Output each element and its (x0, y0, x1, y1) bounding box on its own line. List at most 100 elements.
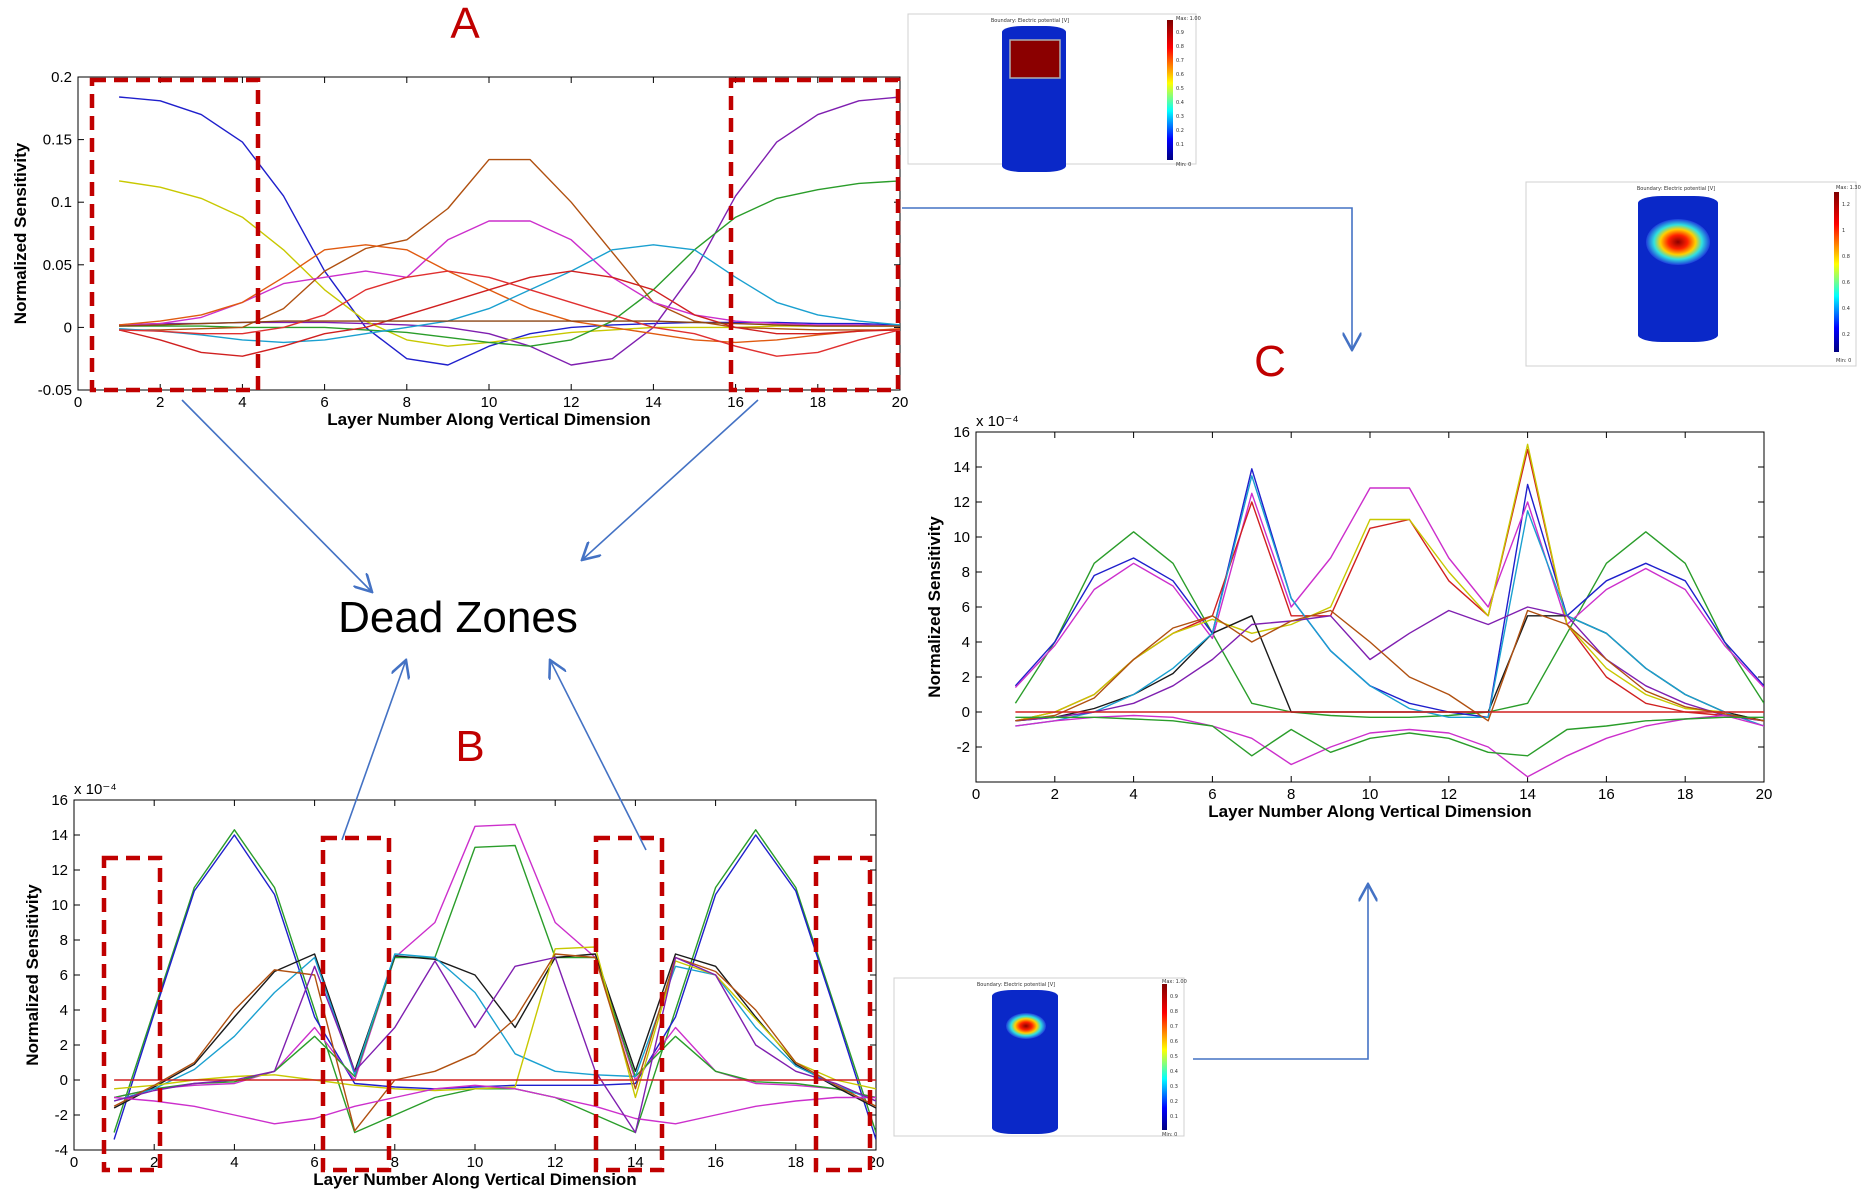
colorbar-tick: 0.2 (1842, 332, 1850, 338)
y-tick-label: 10 (953, 529, 970, 546)
series-line-2 (1014, 468, 1764, 718)
panel-label-c: C (1254, 337, 1286, 386)
arrow-b-to-dead-zones-left (341, 660, 406, 841)
x-tick-label: 18 (1677, 786, 1694, 803)
y-tick-label: 12 (51, 862, 68, 879)
x-tick-label: 0 (70, 1154, 78, 1171)
thumbnail-title: Boundary: Electric potential [V] (977, 982, 1055, 988)
dead-zones-label: Dead Zones (338, 593, 578, 642)
y-tick-label: 14 (953, 459, 970, 476)
colorbar (1162, 984, 1167, 1130)
x-tick-label: 2 (1051, 786, 1059, 803)
colorbar-max-label: Max: 1.00 (1162, 979, 1187, 985)
series-line-5 (113, 953, 876, 1109)
series-group (118, 96, 900, 366)
colorbar-tick: 0.2 (1176, 128, 1184, 134)
x-axis-label: Layer Number Along Vertical Dimension (1208, 802, 1531, 821)
colorbar-ticks: 0.9 0.8 0.7 0.6 0.5 0.4 0.3 0.2 0.1 (1170, 994, 1178, 1120)
arrows (181, 207, 1368, 1060)
arrow-b-to-dead-zones-right (550, 660, 647, 851)
x-tick-label: 4 (1129, 786, 1137, 803)
x-tick-label: 6 (1208, 786, 1216, 803)
y-tick-label: 0.15 (43, 132, 72, 149)
colorbar-tick: 1 (1842, 228, 1845, 234)
y-tick-label: 4 (60, 1002, 68, 1019)
y-tick-label: 12 (953, 494, 970, 511)
y-tick-label: 14 (51, 827, 68, 844)
dead-zone-box-b-2 (320, 835, 392, 1173)
arrow-a-left-to-dead-zones (181, 399, 372, 592)
colorbar-min-label: Min: 0 (1176, 162, 1191, 168)
x-tick-label: 16 (1598, 786, 1615, 803)
y-exponent-label: x 10⁻⁴ (74, 781, 117, 798)
series-line-3 (113, 823, 876, 1099)
series-line-8 (113, 953, 876, 1132)
series-group (113, 823, 876, 1140)
series-line-3 (118, 180, 900, 347)
hotspot-oval (1006, 1013, 1046, 1039)
x-tick-label: 20 (1756, 786, 1773, 803)
colorbar-tick: 0.5 (1176, 86, 1184, 92)
colorbar-tick: 0.7 (1176, 58, 1184, 64)
colorbar-tick: 0.3 (1170, 1084, 1178, 1090)
colorbar-max-label: Max: 1.30 (1836, 185, 1861, 191)
colorbar-tick: 0.4 (1842, 306, 1850, 312)
y-tick-label: 0 (64, 319, 72, 336)
series-line-8 (119, 244, 900, 344)
series-line-4 (119, 180, 900, 347)
series-line-1 (113, 829, 876, 1134)
y-axis-label: Normalized Sensitivity (925, 516, 944, 698)
x-tick-label: 6 (320, 394, 328, 411)
series-line-11 (1015, 716, 1764, 757)
x-tick-label: 18 (787, 1154, 804, 1171)
y-tick-label: -4 (55, 1142, 68, 1159)
series-line-10 (1015, 714, 1764, 778)
thumbnail-title: Boundary: Electric potential [V] (1637, 186, 1715, 192)
colorbar-ticks: 0.9 0.8 0.7 0.6 0.5 0.4 0.3 0.2 0.1 (1176, 30, 1184, 148)
series-group (1014, 443, 1764, 778)
thumbnail-bottom: Boundary: Electric potential [V] Max: 1.… (893, 977, 1187, 1138)
y-tick-label: -0.05 (38, 382, 72, 399)
colorbar-min-label: Min: 0 (1162, 1132, 1177, 1138)
y-tick-label: 8 (962, 564, 970, 581)
plot-area (77, 76, 901, 391)
thumbnail-top: Boundary: Electric potential [V] Max: 1.… (907, 13, 1201, 172)
x-tick-label: 18 (809, 394, 826, 411)
plot-area (975, 431, 1765, 783)
colorbar-min-label: Min: 0 (1836, 358, 1851, 364)
x-tick-label: 2 (150, 1154, 158, 1171)
x-tick-label: 20 (892, 394, 909, 411)
x-tick-label: 14 (1519, 786, 1536, 803)
x-tick-label: 8 (391, 1154, 399, 1171)
series-line-9 (1015, 609, 1764, 722)
series-line-8 (1015, 606, 1764, 722)
x-tick-label: 12 (563, 394, 580, 411)
series-line-9 (114, 1084, 876, 1125)
colorbar-tick: 0.1 (1170, 1114, 1178, 1120)
dead-zone-box-b-1 (101, 855, 163, 1173)
y-tick-label: 16 (51, 792, 68, 809)
arrow-a-right-to-dead-zones (582, 399, 759, 560)
thumbnail-right: Boundary: Electric potential [V] Max: 1.… (1525, 181, 1861, 367)
cylinder-body (1638, 196, 1718, 342)
colorbar-tick: 0.2 (1170, 1099, 1178, 1105)
series-line-7 (1015, 475, 1764, 727)
colorbar-tick: 0.4 (1170, 1069, 1178, 1075)
y-tick-label: 2 (60, 1037, 68, 1054)
y-tick-label: 2 (962, 669, 970, 686)
colorbar-tick: 0.5 (1170, 1054, 1178, 1060)
hotspot-square (1009, 39, 1061, 79)
y-axis-label: Normalized Sensitivity (23, 884, 42, 1066)
x-tick-label: 4 (230, 1154, 238, 1171)
dead-zone-boxes (89, 77, 901, 1173)
panel-label-a: A (450, 0, 480, 48)
y-tick-label: 0.2 (51, 69, 72, 86)
x-tick-label: 12 (547, 1154, 564, 1171)
y-tick-label: 6 (962, 599, 970, 616)
y-tick-label: -2 (55, 1107, 68, 1124)
x-tick-label: 0 (972, 786, 980, 803)
colorbar-tick: 0.9 (1170, 994, 1178, 1000)
x-tick-label: 8 (403, 394, 411, 411)
